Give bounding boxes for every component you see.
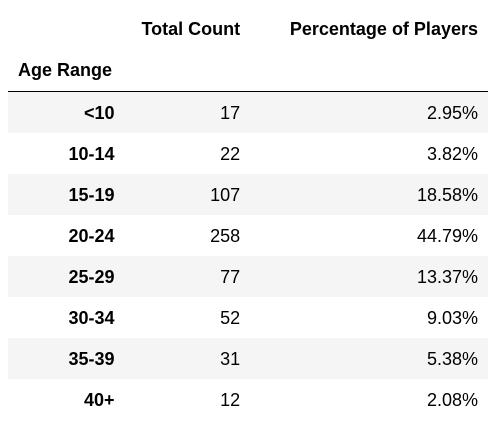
index-name-spacer [251,49,488,92]
table-row: <10 17 2.95% [8,91,488,133]
index-name-row: Age Range [8,49,488,92]
cell-percentage: 44.79% [416,225,478,246]
table-row: 20-24 258 44.79% [8,215,488,256]
cell-percentage: 2.08% [426,389,478,410]
table-header: Total Count Percentage of Players Age Ra… [8,8,488,92]
row-label: 25-29 [8,256,126,297]
cell-percentage: 9.03% [426,307,478,328]
table-row: 10-14 22 3.82% [8,133,488,174]
index-name-spacer [126,49,252,92]
cell-percentage: 3.82% [426,143,478,164]
cell-total-count: 17 [125,91,252,133]
table-row: 25-29 77 13.37% [8,256,488,297]
table-row: 15-19 107 18.58% [8,174,488,215]
table-row: 40+ 12 2.08% [8,379,488,420]
index-name-label: Age Range [18,60,113,80]
column-header-total-count: Total Count [141,18,241,39]
header-corner [8,8,126,49]
cell-total-count: 31 [125,338,252,379]
row-label: <10 [8,91,126,133]
cell-percentage: 13.37% [251,256,488,297]
cell-percentage: 2.95% [251,91,488,133]
row-label: 15-19 [8,174,126,215]
cell-percentage: 18.58% [251,174,488,215]
row-label: 20-24 [68,225,115,246]
row-label: 30-34 [68,307,115,328]
row-label: 10-14 [68,143,115,164]
cell-total-count: 22 [220,143,241,164]
row-label: 35-39 [8,338,126,379]
cell-total-count: 12 [220,389,241,410]
cell-total-count: 258 [210,225,241,246]
cell-total-count: 77 [125,256,252,297]
table-body: <10 17 2.95% 10-14 22 3.82% 15-19 107 18… [8,91,488,421]
age-range-table: Total Count Percentage of Players Age Ra… [8,8,488,420]
row-label: 40+ [83,389,115,410]
column-header-row: Total Count Percentage of Players [8,8,488,49]
cell-total-count: 52 [220,307,241,328]
table-row: 30-34 52 9.03% [8,297,488,338]
table-row: 35-39 31 5.38% [8,338,488,379]
cell-percentage: 5.38% [251,338,488,379]
cell-total-count: 107 [125,174,252,215]
column-header-percentage: Percentage of Players [289,18,478,39]
